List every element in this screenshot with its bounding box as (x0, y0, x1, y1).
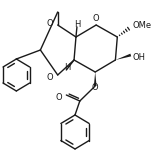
Text: OH: OH (133, 52, 146, 62)
Text: O: O (56, 93, 62, 102)
Text: O: O (91, 84, 98, 93)
Text: O: O (46, 72, 53, 81)
Text: O: O (93, 14, 100, 23)
Polygon shape (115, 54, 131, 60)
Text: O: O (46, 18, 53, 27)
Text: H: H (74, 20, 80, 29)
Text: OMe: OMe (133, 21, 152, 30)
Polygon shape (94, 72, 97, 86)
Text: H: H (64, 63, 70, 72)
